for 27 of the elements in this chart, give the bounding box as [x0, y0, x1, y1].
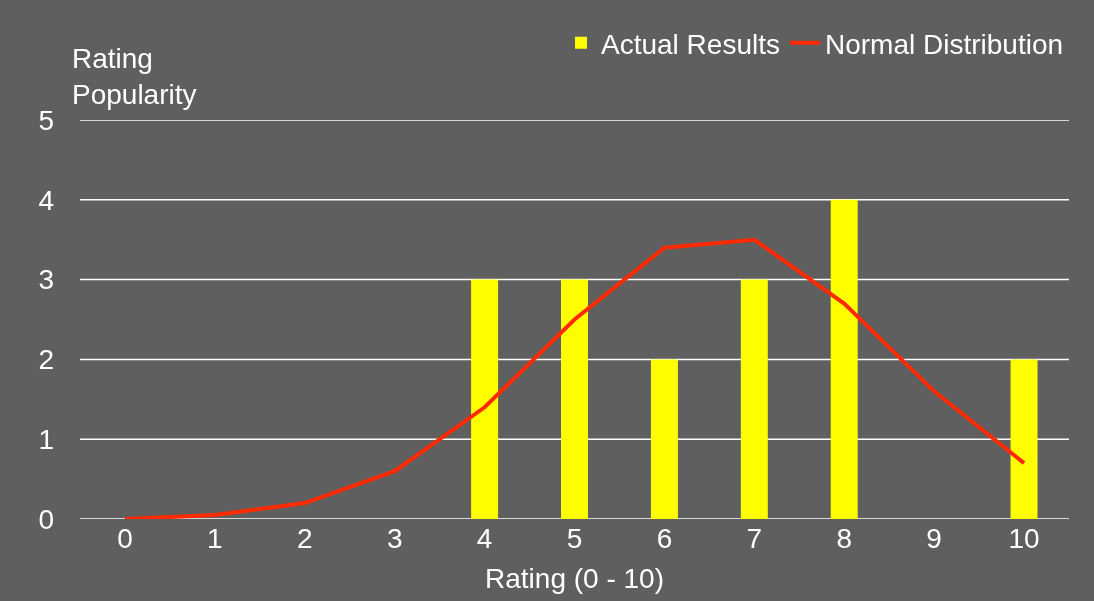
bar — [471, 279, 499, 519]
x-axis-title: Rating (0 - 10) — [485, 563, 664, 595]
y-tick-label: 3 — [38, 264, 54, 296]
x-tick-label: 1 — [207, 523, 223, 554]
x-tick-label: 4 — [476, 523, 493, 554]
legend-label: Actual Results — [601, 28, 780, 60]
bar — [561, 279, 588, 519]
bar — [650, 359, 678, 519]
y-tick-label: 2 — [38, 344, 54, 376]
x-tick-label: 7 — [746, 523, 763, 554]
bar — [740, 279, 768, 519]
x-tick-label: 8 — [836, 523, 853, 554]
x-tick-label: 5 — [566, 523, 583, 554]
bar — [830, 199, 858, 519]
legend-label: Normal Distribution — [824, 28, 1064, 60]
x-tick-label: 9 — [926, 523, 942, 554]
x-tick-label: 0 — [117, 523, 133, 554]
y-tick-label: 4 — [38, 184, 54, 216]
line-series — [122, 237, 1027, 519]
y-axis-title: Rating Popularity — [72, 43, 197, 111]
x-tick-label: 10 — [1008, 523, 1040, 554]
y-tick-label: 5 — [38, 104, 54, 136]
x-tick-label: 3 — [386, 523, 403, 554]
bar — [1010, 359, 1038, 519]
x-tick-label: 6 — [656, 523, 673, 554]
x-tick-label: 2 — [296, 523, 313, 554]
y-tick-label: 1 — [38, 424, 54, 455]
